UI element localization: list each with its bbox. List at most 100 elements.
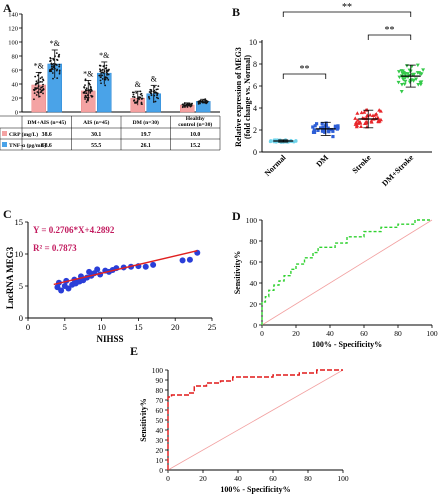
data-point [355, 118, 360, 122]
data-point [101, 78, 104, 80]
data-point [140, 98, 143, 100]
y-tick-label: 10 [156, 456, 164, 465]
data-point [378, 117, 383, 122]
data-point [58, 69, 61, 72]
data-point [84, 89, 87, 91]
x-tick-label: 20 [292, 329, 300, 338]
table-header: DM+AIS (n=45) [27, 119, 66, 126]
data-point [140, 101, 143, 104]
data-point [401, 71, 406, 75]
x-tick-label: 100 [426, 329, 438, 338]
panel-letter-c: C [3, 207, 12, 221]
data-point [98, 74, 101, 77]
data-point [333, 126, 338, 130]
data-point [36, 91, 39, 93]
table-row-label: TNF-α (pg/mL) [9, 142, 46, 149]
data-point [369, 119, 374, 123]
legend-swatch [2, 131, 7, 136]
data-point [415, 63, 420, 68]
x-tick-label: Stroke [350, 153, 373, 176]
data-point [132, 95, 134, 98]
data-point [35, 94, 38, 96]
table-header: control (n=30) [178, 121, 212, 128]
data-point [150, 92, 153, 95]
panel-c-regression-chart: 0 5 10 15 0 5 10 15 20 25 NIHSS LncRNA MEG3 Y = 0.27… [5, 217, 216, 344]
data-point [356, 121, 361, 125]
data-point [58, 72, 61, 75]
table-header: AIS (n=45) [83, 119, 109, 126]
data-point [58, 65, 61, 68]
panel-letter-b: B [232, 5, 240, 19]
data-point [106, 70, 109, 72]
data-point [201, 99, 204, 102]
data-point [87, 96, 90, 99]
data-point [42, 83, 44, 86]
data-point [56, 77, 59, 80]
data-point [199, 102, 201, 105]
significance-mark: *& [34, 61, 45, 70]
x-tick-label: 10 [97, 322, 106, 332]
table-row-label: CRP (mg/L) [9, 131, 38, 138]
data-point [396, 70, 401, 74]
data-point [399, 90, 404, 94]
data-point [152, 101, 155, 103]
x-tick-label: 25 [208, 322, 217, 332]
data-point [51, 68, 54, 71]
data-point [34, 87, 36, 89]
data-point [321, 129, 325, 133]
y-tick-label: 120 [8, 26, 18, 33]
y-tick-label: 60 [12, 68, 19, 75]
significance-mark: & [135, 80, 142, 89]
data-point [183, 102, 186, 105]
data-point [362, 110, 367, 114]
data-point [39, 88, 42, 91]
data-point [52, 57, 55, 60]
y-tick-label: 80 [250, 237, 258, 246]
data-point [35, 80, 38, 83]
data-point [186, 102, 189, 105]
y-tick-label: 40 [156, 426, 164, 435]
table-cell: 38.6 [42, 132, 52, 138]
data-point [200, 100, 203, 103]
data-point [139, 90, 142, 93]
y-tick-label: 2 [253, 126, 257, 135]
table-cell: 10.0 [190, 132, 200, 138]
table-cell: 19.7 [141, 132, 151, 138]
data-point [101, 74, 104, 77]
y-tick-label: 100 [246, 216, 258, 225]
data-point [99, 68, 101, 71]
panel-a-bar-chart: 0 20 40 60 80 100 120 140 *& *& *& *& && DM+AIS (n=45… [0, 12, 221, 151]
table-cell: 26.1 [141, 143, 151, 149]
data-point [331, 134, 335, 139]
data-point [65, 285, 72, 292]
data-point [105, 71, 108, 74]
x-tick-label: 5 [63, 322, 67, 332]
data-point [57, 55, 60, 58]
data-point [181, 103, 184, 106]
data-point [319, 126, 323, 130]
panel-letter-e: E [130, 344, 138, 358]
reference-diagonal [261, 219, 433, 326]
data-point [377, 108, 382, 112]
data-point [88, 89, 91, 92]
data-point [42, 92, 44, 95]
data-point [51, 65, 53, 68]
y-tick-label: 20 [156, 446, 164, 455]
x-tick-label: 0 [260, 329, 264, 338]
x-tick-label: 60 [269, 474, 277, 483]
significance-label: ** [300, 64, 310, 75]
data-point [324, 121, 328, 125]
data-point [155, 91, 158, 94]
data-point [52, 62, 55, 65]
data-point [406, 72, 411, 76]
data-point [99, 69, 102, 72]
data-point [150, 261, 157, 268]
regression-line [53, 250, 198, 286]
significance-mark: *& [99, 51, 110, 60]
data-point [399, 83, 404, 87]
table-cell: 68.6 [42, 143, 52, 149]
data-point [376, 119, 381, 124]
data-point [39, 80, 42, 83]
data-point [197, 102, 200, 105]
data-point [412, 72, 417, 77]
